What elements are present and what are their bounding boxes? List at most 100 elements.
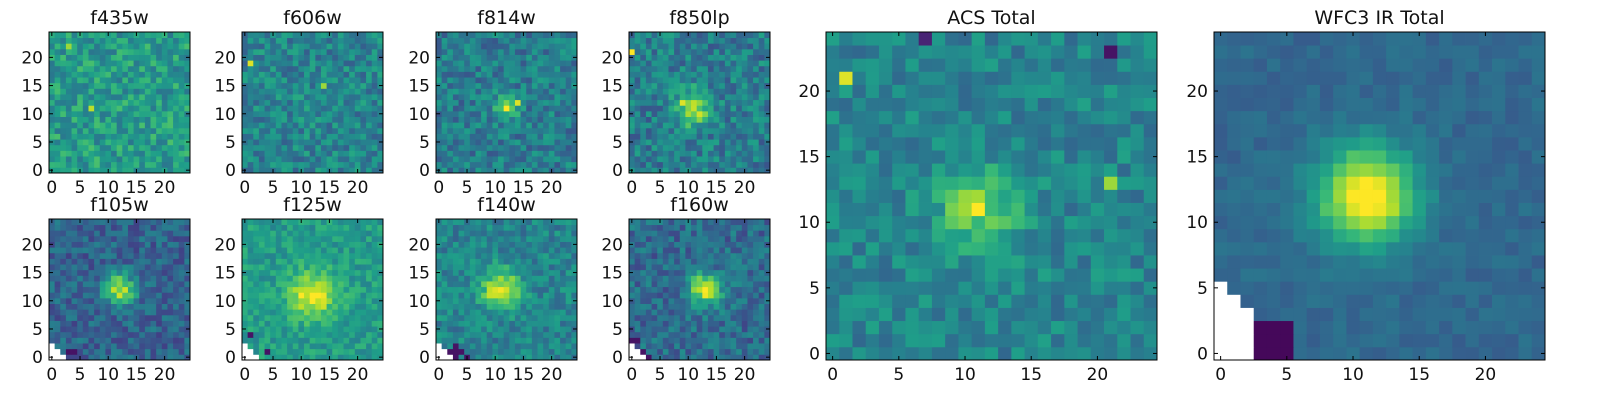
- heatmap-cell: [326, 275, 333, 282]
- heatmap-cell: [514, 314, 521, 321]
- heatmap-cell: [253, 264, 260, 271]
- heatmap-cell: [464, 326, 471, 333]
- heatmap-cell: [509, 252, 516, 259]
- heatmap-cell: [736, 326, 743, 333]
- heatmap-cell: [360, 247, 367, 254]
- heatmap-cell: [452, 252, 459, 259]
- heatmap-cell: [349, 292, 356, 299]
- heatmap-cell: [184, 60, 191, 67]
- heatmap-cell: [264, 161, 271, 168]
- heatmap-cell: [275, 224, 282, 231]
- heatmap-cell: [554, 314, 561, 321]
- heatmap-cell: [520, 156, 527, 163]
- heatmap-cell: [349, 219, 356, 226]
- heatmap-cell: [281, 167, 288, 174]
- heatmap-cell: [167, 264, 174, 271]
- heatmap-cell: [82, 77, 89, 84]
- heatmap-cell: [275, 354, 282, 361]
- heatmap-cell: [486, 150, 493, 157]
- heatmap-cell: [366, 37, 373, 44]
- heatmap-cell: [475, 105, 482, 112]
- heatmap-cell: [543, 82, 550, 89]
- heatmap-cell: [77, 37, 84, 44]
- heatmap-cell: [360, 275, 367, 282]
- heatmap-cell: [65, 241, 72, 248]
- heatmap-cell: [469, 94, 476, 101]
- y-tick-label: 20: [21, 48, 43, 68]
- heatmap-cell: [88, 309, 95, 316]
- heatmap-cell: [629, 303, 636, 310]
- heatmap-cell: [94, 43, 101, 50]
- heatmap-cell: [560, 110, 567, 117]
- heatmap-cell: [543, 326, 550, 333]
- heatmap-cell: [161, 264, 168, 271]
- heatmap-cell: [281, 264, 288, 271]
- heatmap-cell: [298, 241, 305, 248]
- heatmap-cell: [354, 105, 361, 112]
- heatmap-cell: [481, 297, 488, 304]
- heatmap-cell: [54, 37, 61, 44]
- heatmap-cell: [651, 156, 658, 163]
- heatmap-cell: [447, 235, 454, 242]
- heatmap-cell: [65, 264, 72, 271]
- heatmap-cell: [657, 326, 664, 333]
- heatmap-cell: [343, 82, 350, 89]
- heatmap-cell: [719, 105, 726, 112]
- heatmap-cell: [548, 320, 555, 327]
- heatmap-cell: [469, 144, 476, 151]
- heatmap-cell: [88, 167, 95, 174]
- heatmap-cell: [354, 264, 361, 271]
- heatmap-cell: [349, 343, 356, 350]
- heatmap-cell: [253, 247, 260, 254]
- heatmap-cell: [326, 264, 333, 271]
- heatmap-cell: [520, 77, 527, 84]
- heatmap-cell: [354, 139, 361, 146]
- heatmap-cell: [270, 337, 277, 344]
- heatmap-cell: [71, 144, 78, 151]
- heatmap-cell: [133, 65, 140, 72]
- heatmap-cell: [679, 303, 686, 310]
- heatmap-cell: [122, 331, 129, 338]
- heatmap-cell: [685, 314, 692, 321]
- heatmap-cell: [481, 269, 488, 276]
- heatmap-cell: [270, 286, 277, 293]
- heatmap-cell: [741, 139, 748, 146]
- heatmap-cell: [640, 32, 647, 39]
- heatmap-cell: [492, 286, 499, 293]
- heatmap-cell: [88, 331, 95, 338]
- heatmap-cell: [354, 88, 361, 95]
- heatmap-cell: [173, 110, 180, 117]
- heatmap-cell: [156, 297, 163, 304]
- heatmap-cell: [298, 110, 305, 117]
- heatmap-cell: [691, 94, 698, 101]
- heatmap-cell: [77, 337, 84, 344]
- heatmap-cell: [281, 348, 288, 355]
- heatmap-cell: [492, 127, 499, 134]
- heatmap-cell: [150, 348, 157, 355]
- heatmap-cell: [133, 235, 140, 242]
- heatmap-cell: [481, 32, 488, 39]
- heatmap-cell: [657, 71, 664, 78]
- heatmap-cell: [713, 43, 720, 50]
- heatmap-cell: [475, 144, 482, 151]
- heatmap-cell: [764, 281, 771, 288]
- heatmap-cell: [264, 127, 271, 134]
- heatmap-cell: [486, 88, 493, 95]
- heatmap-cell: [173, 99, 180, 106]
- heatmap-cell: [184, 309, 191, 316]
- heatmap-cell: [486, 286, 493, 293]
- heatmap-cell: [696, 60, 703, 67]
- heatmap-cell: [730, 105, 737, 112]
- heatmap-cell: [486, 139, 493, 146]
- heatmap-cell: [337, 224, 344, 231]
- heatmap-cell: [167, 343, 174, 350]
- heatmap-cell: [354, 156, 361, 163]
- heatmap-cell: [343, 167, 350, 174]
- heatmap-cell: [554, 71, 561, 78]
- heatmap-cell: [475, 48, 482, 55]
- heatmap-cell: [304, 309, 311, 316]
- heatmap-cell: [309, 127, 316, 134]
- heatmap-cell: [343, 94, 350, 101]
- heatmap-cell: [447, 303, 454, 310]
- heatmap-cell: [54, 122, 61, 129]
